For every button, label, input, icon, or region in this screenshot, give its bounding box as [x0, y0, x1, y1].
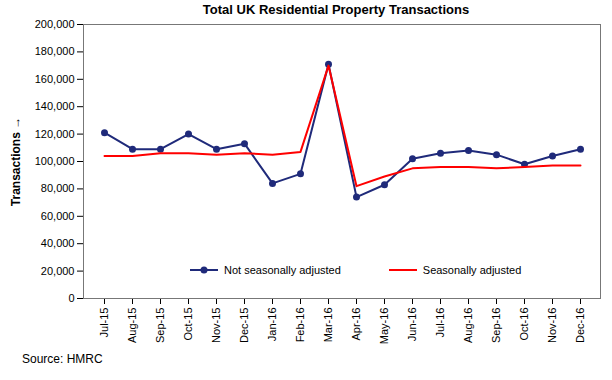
svg-text:160,000: 160,000 — [35, 73, 75, 85]
html-text:Not seasonally adjusted: Not seasonally adjusted — [224, 264, 341, 276]
svg-text:Jun-16: Jun-16 — [406, 308, 418, 342]
svg-text:140,000: 140,000 — [35, 100, 75, 112]
svg-text:Apr-16: Apr-16 — [350, 308, 362, 341]
svg-text:Aug-16: Aug-16 — [462, 308, 474, 343]
html-text:Seasonally adjusted: Seasonally adjusted — [422, 264, 522, 276]
html-text:Source: HMRC: Source: HMRC — [22, 352, 103, 366]
svg-text:Mar-16: Mar-16 — [322, 308, 334, 343]
svg-text:80,000: 80,000 — [41, 182, 75, 194]
svg-text:20,000: 20,000 — [41, 265, 75, 277]
svg-text:Dec-15: Dec-15 — [238, 308, 250, 343]
svg-text:Nov-15: Nov-15 — [210, 308, 222, 343]
svg-text:Oct-15: Oct-15 — [182, 308, 194, 341]
svg-text:Feb-16: Feb-16 — [294, 308, 306, 343]
svg-text:Dec-16: Dec-16 — [574, 308, 586, 343]
svg-text:Sep-15: Sep-15 — [154, 308, 166, 343]
svg-text:200,000: 200,000 — [35, 20, 75, 30]
svg-text:Jan-16: Jan-16 — [266, 308, 278, 342]
svg-text:Aug-15: Aug-15 — [126, 308, 138, 343]
svg-text:Jul-15: Jul-15 — [98, 308, 110, 338]
svg-text:Oct-16: Oct-16 — [518, 308, 530, 341]
svg-text:40,000: 40,000 — [41, 237, 75, 249]
svg-text:100,000: 100,000 — [35, 155, 75, 167]
svg-text:May-16: May-16 — [378, 308, 390, 345]
html-text:Total UK Residential Property: Total UK Residential Property Transactio… — [202, 2, 470, 17]
svg-text:180,000: 180,000 — [35, 45, 75, 57]
svg-text:Sep-16: Sep-16 — [490, 308, 502, 343]
svg-text:0: 0 — [68, 292, 74, 304]
svg-text:Jul-16: Jul-16 — [434, 308, 446, 338]
svg-text:60,000: 60,000 — [41, 210, 75, 222]
svg-text:Transactions →: Transactions → — [9, 117, 23, 206]
svg-text:Nov-16: Nov-16 — [546, 308, 558, 343]
svg-text:120,000: 120,000 — [35, 128, 75, 140]
